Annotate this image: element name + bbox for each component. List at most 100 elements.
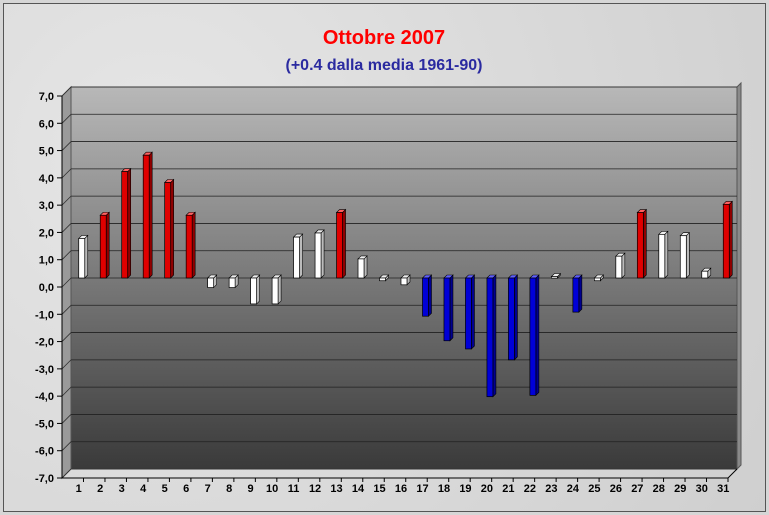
y-tick-label: 4,0 [39,173,54,185]
bar-side [471,274,475,350]
bar [464,274,476,350]
y-tick-label: -4,0 [35,391,54,403]
bar-side [170,178,174,279]
bar-side [685,231,690,279]
gridline-side [61,141,72,151]
gridline-side [61,86,72,97]
y-tick-label: -1,0 [35,309,54,321]
bar-front [207,277,214,288]
bar [335,208,347,279]
x-tick-label: 16 [395,483,407,495]
y-tick-label: 5,0 [39,146,54,158]
x-tick-label: 31 [717,483,729,495]
bar [529,274,540,397]
gridline-side [61,114,72,124]
bar-side [449,274,454,342]
bar [378,274,390,282]
bar-front [486,277,494,398]
x-tick-label: 24 [567,483,580,495]
bar-front [658,233,666,279]
gridline-side [61,332,72,342]
x-tick-label: 7 [205,483,211,495]
bar [314,229,325,279]
bar [357,255,368,279]
x-tick-label: 20 [481,483,493,495]
bar [206,274,218,289]
bar-side [514,274,518,361]
bar [443,274,454,342]
y-tick-label: -2,0 [35,337,54,349]
bar-side [277,274,282,305]
x-tick-label: 11 [288,483,300,495]
x-tick-label: 8 [226,483,232,495]
x-tick-label: 23 [545,483,557,495]
bar [658,230,669,279]
x-tick-label: 25 [588,483,600,495]
bar-front [443,277,451,342]
x-tick-label: 12 [309,483,321,495]
bar-front [121,171,129,279]
bar-front [164,182,172,279]
y-tick-label: 0,0 [39,282,54,294]
y-axis-ticks: 7,0 6,0 5,0 4,0 3,0 2,0 1,0 0,0 -1,0 -2,0 -3,0 -4,0… [35,91,63,485]
y-tick-label: 2,0 [39,227,54,239]
x-tick-label: 3 [119,483,125,495]
bar-side [84,234,89,279]
y-tick-label: -3,0 [35,364,54,376]
x-tick-label: 15 [373,483,385,495]
bar-front [379,277,386,282]
x-tick-label: 14 [352,483,365,495]
bar-side [578,274,583,313]
bar [507,274,519,361]
bar [78,234,89,279]
bar [163,178,175,279]
x-tick-label: 26 [610,483,622,495]
x-tick-label: 18 [438,483,450,495]
bar-front [572,277,580,313]
x-tick-label: 22 [524,483,536,495]
x-tick-label: 21 [502,483,514,495]
bar [679,231,691,279]
bar [722,200,733,279]
bar-front [228,277,236,288]
bars [78,151,733,398]
bar-side [664,230,669,279]
bar-side [148,151,153,279]
x-tick-label: 30 [696,483,708,495]
bar-side [342,208,346,279]
x-tick-label: 17 [416,483,428,495]
bar-front [250,277,257,305]
bar [142,151,153,279]
gridline-side [61,468,72,479]
plot-right-edge [736,81,742,471]
x-tick-label: 6 [183,483,189,495]
bar-front [615,255,623,279]
x-tick-label: 1 [76,483,82,495]
bar-front [357,258,365,279]
x-tick-label: 29 [674,483,686,495]
x-tick-label: 9 [248,483,254,495]
gridline-side [61,223,72,233]
bar-front [529,277,537,396]
bar-front [293,236,300,279]
y-tick-label: -7,0 [35,473,54,485]
bar-side [320,229,325,279]
gridline-side [61,305,72,315]
gridlines [61,86,737,479]
chart-subtitle: (+0.4 dalla media 1961-90) [286,57,483,74]
bar-front [679,235,687,279]
bar-front [271,277,279,305]
bar-front [314,232,322,279]
y-tick-label: 1,0 [39,255,54,267]
gridline-side [61,195,72,206]
bar-side [127,167,132,279]
bar-front [508,277,515,361]
bar-front [551,276,558,279]
bar-side [105,211,110,279]
bar-side [256,274,260,305]
bar-side [492,274,497,398]
bar-front [701,270,709,279]
x-tick-label: 28 [653,483,665,495]
bar [271,274,282,305]
